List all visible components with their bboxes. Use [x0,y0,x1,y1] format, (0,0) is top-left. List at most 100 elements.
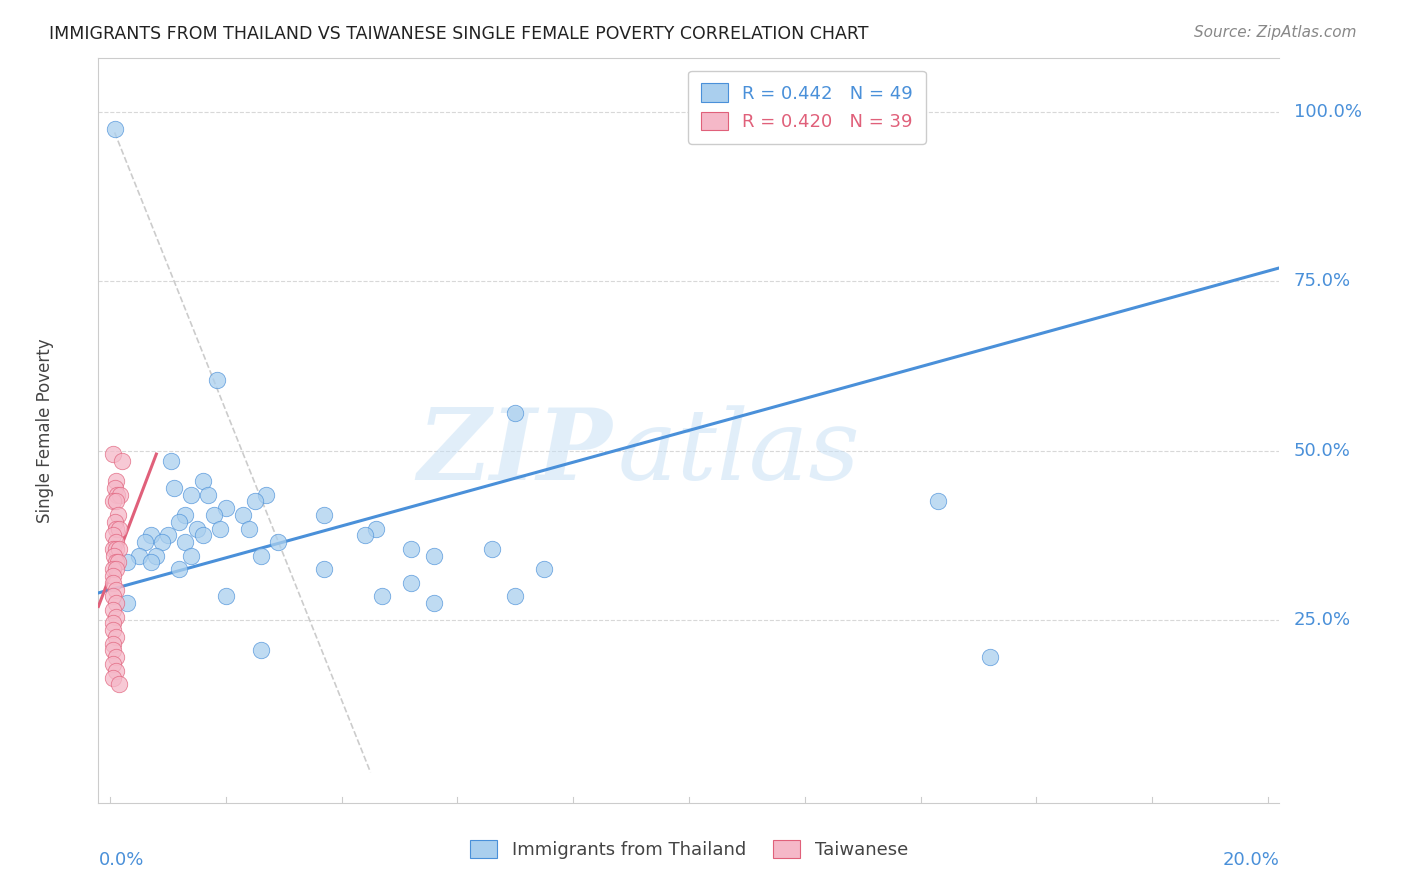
Point [156,528,179,542]
Text: ZIP: ZIP [418,404,612,501]
Point [101,447,124,461]
Point [103,671,125,685]
Point [104,556,127,570]
Point [371,589,394,603]
Point [101,575,124,590]
Point [104,474,127,488]
Point [243,494,266,508]
Point [104,664,127,678]
Point [232,508,254,522]
Point [314,562,336,576]
Point [208,522,231,536]
Point [249,549,271,563]
Point [104,122,127,136]
Point [399,541,422,556]
Point [104,494,127,508]
Point [927,494,949,508]
Point [145,549,167,563]
Point [107,522,129,536]
Point [103,616,125,631]
Point [104,596,127,610]
Point [215,589,238,603]
Text: IMMIGRANTS FROM THAILAND VS TAIWANESE SINGLE FEMALE POVERTY CORRELATION CHART: IMMIGRANTS FROM THAILAND VS TAIWANESE SI… [49,25,869,43]
Point [104,650,127,665]
Text: atlas: atlas [619,405,860,500]
Point [503,589,526,603]
Point [103,589,125,603]
Text: 75.0%: 75.0% [1294,272,1351,291]
Point [101,541,124,556]
Point [104,541,127,556]
Point [128,549,150,563]
Point [202,508,225,522]
Point [979,650,1001,665]
Point [423,596,446,610]
Text: 100.0%: 100.0% [1294,103,1361,121]
Point [134,535,156,549]
Point [174,535,197,549]
Point [150,535,173,549]
Point [481,541,503,556]
Point [191,528,214,542]
Point [107,508,129,522]
Text: 50.0%: 50.0% [1294,442,1351,459]
Point [101,569,124,583]
Text: 25.0%: 25.0% [1294,611,1351,629]
Point [107,541,129,556]
Point [180,549,202,563]
Point [103,643,125,657]
Point [533,562,555,576]
Point [103,528,125,542]
Point [205,373,228,387]
Point [423,549,446,563]
Point [104,481,127,495]
Point [314,508,336,522]
Text: 0.0%: 0.0% [98,851,143,869]
Point [169,515,191,529]
Point [103,562,125,576]
Point [399,575,422,590]
Text: 20.0%: 20.0% [1223,851,1279,869]
Point [101,623,124,637]
Text: Source: ZipAtlas.com: Source: ZipAtlas.com [1194,25,1357,40]
Point [254,488,277,502]
Legend: Immigrants from Thailand, Taiwanese: Immigrants from Thailand, Taiwanese [461,830,917,868]
Point [104,630,127,644]
Point [110,454,132,468]
Point [117,596,139,610]
Point [366,522,388,536]
Point [215,501,238,516]
Point [104,582,127,597]
Point [169,562,191,576]
Point [101,637,124,651]
Point [104,609,127,624]
Point [104,535,127,549]
Point [249,643,271,657]
Point [104,515,127,529]
Point [103,549,125,563]
Point [163,481,186,495]
Point [103,494,125,508]
Point [104,562,127,576]
Point [238,522,260,536]
Point [117,556,139,570]
Point [110,488,132,502]
Point [107,556,129,570]
Point [174,508,197,522]
Point [503,407,526,421]
Point [159,454,181,468]
Text: Single Female Poverty: Single Female Poverty [37,338,55,523]
Point [104,522,127,536]
Point [353,528,375,542]
Point [180,488,202,502]
Point [105,488,128,502]
Point [139,528,162,542]
Point [101,603,124,617]
Point [101,657,124,671]
Point [191,474,214,488]
Point [107,677,129,691]
Point [197,488,219,502]
Point [186,522,208,536]
Point [139,556,162,570]
Point [267,535,290,549]
